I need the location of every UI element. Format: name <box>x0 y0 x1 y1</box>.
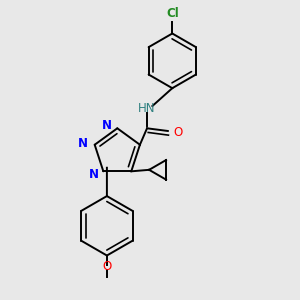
Text: HN: HN <box>138 103 156 116</box>
Text: N: N <box>102 119 112 132</box>
Text: N: N <box>78 137 88 150</box>
Text: Cl: Cl <box>166 7 179 20</box>
Text: O: O <box>173 126 182 139</box>
Text: N: N <box>88 168 99 182</box>
Text: O: O <box>102 260 112 273</box>
